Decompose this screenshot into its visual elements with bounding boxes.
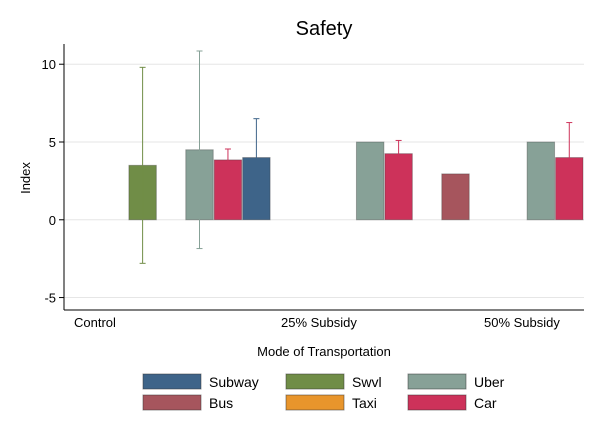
legend-swatch-uber [407,373,467,390]
legend-label-taxi: Taxi [352,395,377,411]
y-tick-label: 10 [42,57,56,72]
legend-swatch-subway [142,373,202,390]
legend-swatch-bus [142,394,202,411]
legend-swatch-car [407,394,467,411]
x-tick-label-25pct-subsidy: 25% Subsidy [281,315,357,330]
legend-label-subway: Subway [209,374,259,390]
bar-uber-50pct-subsidy [526,141,556,221]
legend-label-uber: Uber [474,374,505,390]
y-axis: -5 0 5 10 [42,44,65,310]
x-axis: Control 25% Subsidy 50% Subsidy [64,309,584,330]
legend-label-swvl: Swvl [352,374,382,390]
bar-bus-50pct-subsidy [441,173,470,221]
legend: Subway Bus Swvl Taxi Uber Car [142,373,505,411]
y-tick-label: 5 [49,135,56,150]
chart-title: Safety [296,18,353,40]
legend-swatch-swvl [285,373,345,390]
legend-label-car: Car [474,395,497,411]
x-tick-label-control: Control [74,315,116,330]
y-tick-label: -5 [44,291,56,306]
legend-label-bus: Bus [209,395,233,411]
y-tick-label: 0 [49,213,56,228]
bar-uber-25pct-subsidy [355,141,385,221]
x-axis-label: Mode of Transportation [257,344,391,359]
error-bars [139,50,573,264]
x-tick-label-50pct-subsidy: 50% Subsidy [484,315,560,330]
legend-swatch-taxi [285,394,345,411]
y-axis-label: Index [18,162,33,194]
